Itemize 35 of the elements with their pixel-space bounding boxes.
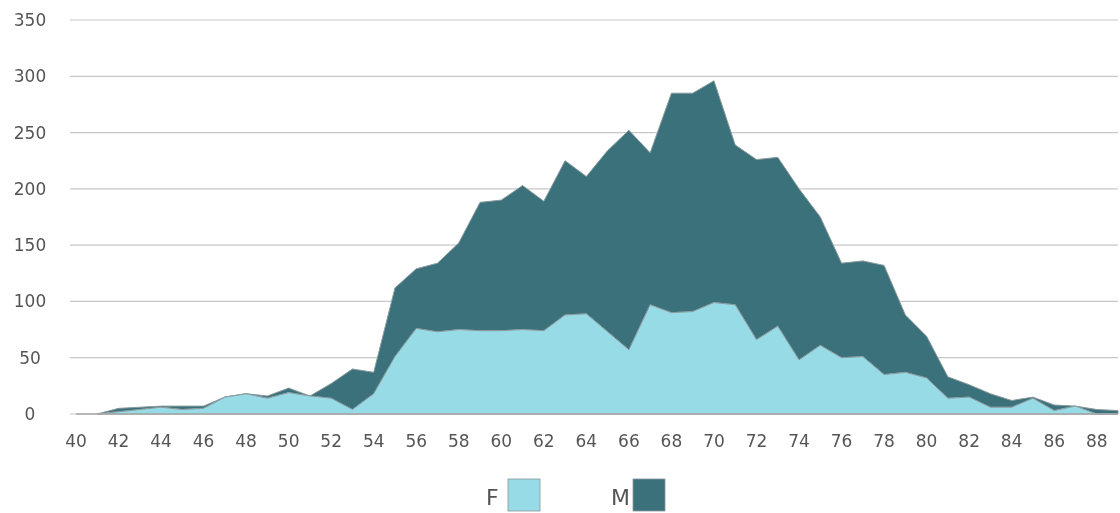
x-tick-label: 86 bbox=[1043, 431, 1066, 451]
x-tick-label: 82 bbox=[958, 431, 980, 451]
y-tick-label: 200 bbox=[13, 178, 47, 199]
x-tick-label: 66 bbox=[618, 431, 640, 451]
y-tick-label: 100 bbox=[13, 291, 47, 312]
x-tick-label: 44 bbox=[150, 431, 172, 451]
x-tick-label: 54 bbox=[362, 431, 385, 451]
x-tick-label: 40 bbox=[65, 431, 87, 451]
y-tick-label: 300 bbox=[13, 66, 47, 87]
x-tick-label: 64 bbox=[575, 431, 598, 451]
x-tick-label: 80 bbox=[915, 431, 938, 451]
x-tick-label: 78 bbox=[873, 431, 895, 451]
x-tick-label: 88 bbox=[1085, 431, 1108, 451]
x-tick-label: 42 bbox=[107, 431, 130, 451]
y-tick-label: 250 bbox=[13, 122, 47, 143]
x-tick-label: 58 bbox=[447, 431, 470, 451]
x-tick-label: 52 bbox=[320, 431, 342, 451]
y-tick-label: 350 bbox=[13, 10, 47, 30]
x-tick-label: 74 bbox=[788, 431, 810, 451]
x-tick-label: 68 bbox=[660, 431, 683, 451]
x-tick-label: 70 bbox=[703, 431, 725, 451]
y-tick-label: 0 bbox=[24, 404, 36, 424]
x-tick-label: 72 bbox=[745, 431, 768, 451]
legend-label: M bbox=[611, 485, 630, 510]
x-tick-label: 84 bbox=[1000, 431, 1023, 451]
x-tick-label: 56 bbox=[405, 431, 428, 451]
x-tick-label: 76 bbox=[830, 431, 853, 451]
legend-label: F bbox=[486, 485, 499, 510]
x-tick-label: 46 bbox=[192, 431, 215, 451]
x-tick-label: 60 bbox=[490, 431, 513, 451]
x-tick-label: 62 bbox=[533, 431, 555, 451]
x-tick-label: 48 bbox=[235, 431, 257, 451]
y-tick-label: 150 bbox=[13, 235, 47, 256]
x-tick-label: 50 bbox=[277, 431, 300, 451]
y-tick-label: 50 bbox=[19, 347, 41, 368]
